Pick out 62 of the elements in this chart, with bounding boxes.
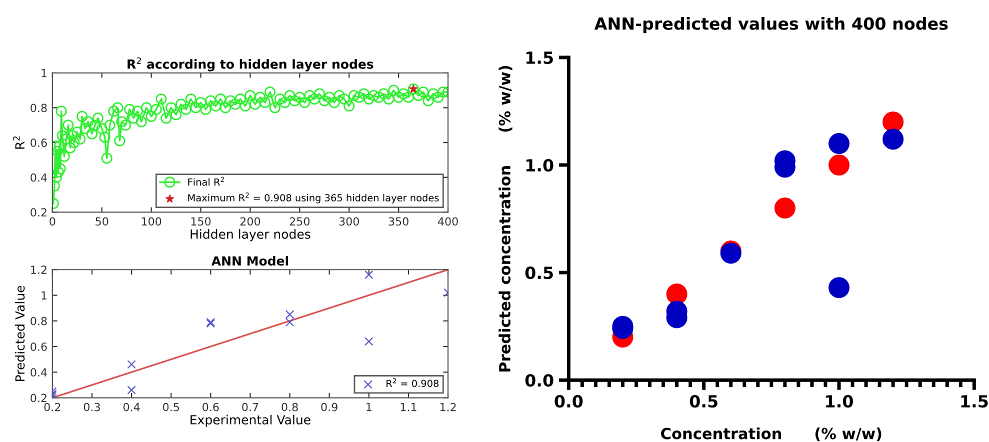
y-tick-label: 1 (42, 291, 47, 300)
x-tick-label: 0.5 (162, 402, 179, 412)
y-tick-label: 0.4 (30, 173, 47, 182)
x-tick-label: 0.0 (554, 395, 583, 408)
point (774, 198, 796, 219)
y-tick-label: 0.4 (30, 368, 47, 377)
x-tick-label: 250 (290, 217, 310, 226)
y-tick-label: 1.0 (526, 158, 554, 172)
chart-title: ANN Model (211, 256, 288, 266)
y-tick-label: 1.5 (526, 52, 553, 64)
x-tick-label: 1.1 (400, 403, 416, 412)
y-tick-label: 1 (42, 69, 47, 78)
x-axis-title: Hidden layer nodes (190, 229, 310, 242)
point (127, 360, 136, 369)
x-tick-label: 50 (96, 217, 108, 226)
y-tick-label: 0.8 (30, 316, 47, 326)
x-tick-label: 0.5 (690, 395, 718, 408)
x-tick-label: 0.6 (202, 402, 219, 412)
point (882, 111, 904, 133)
chart-title: ANN-predicted values with 400 nodes (594, 17, 948, 34)
y-axis-title: Predicted concentration (% w/w) (498, 66, 512, 372)
x-tick-label: 1 (366, 403, 372, 412)
y-axis-title: Predicted Value (15, 286, 25, 381)
chart-title: R$^{2}$ according to hidden layer nodes (128, 57, 374, 72)
x-tick-label: 200 (240, 217, 260, 226)
y-tick-label: 0.6 (30, 342, 47, 351)
point (285, 310, 294, 319)
point (828, 132, 850, 154)
y-tick-label: 0.2 (30, 208, 46, 217)
point (364, 337, 374, 346)
y-tick-label: 0.6 (30, 138, 47, 147)
x-tick-label: 1.0 (826, 395, 853, 408)
y-tick-label: 0.8 (30, 104, 47, 112)
x-tick-label: 1.5 (961, 395, 988, 408)
point (127, 386, 136, 394)
legend-label: R$^{2}$ = 0.908 (386, 378, 439, 388)
x-tick-label: 400 (438, 217, 458, 226)
x-tick-label: 1.2 (440, 402, 456, 412)
x-tick-label: 100 (142, 217, 162, 226)
x-tick-label: 0.8 (282, 402, 298, 412)
y-axis-title: R$^{2}$ (13, 136, 24, 149)
point (828, 277, 850, 298)
x-tick-label: 0 (50, 217, 56, 226)
x-tick-label: 150 (191, 217, 211, 226)
x-axis-title: Concentration (% w/w) (661, 428, 882, 442)
y-tick-label: 1.2 (31, 266, 46, 274)
point (828, 154, 850, 176)
x-tick-label: 0.7 (242, 402, 258, 412)
x-tick-label: 350 (388, 217, 408, 226)
point (364, 270, 374, 280)
x-tick-label: 300 (339, 217, 359, 226)
point (666, 284, 688, 305)
x-tick-label: 0.3 (84, 402, 100, 412)
x-tick-label: 0.4 (123, 402, 140, 412)
point (285, 318, 294, 327)
y-tick-label: 0.5 (525, 266, 553, 280)
x-tick-label: 0.9 (321, 402, 338, 412)
point (882, 128, 904, 150)
x-axis-title: Experimental Value (190, 414, 310, 427)
legend-label: Maximum R$^{2}$ = 0.908 using 365 hidden layer nodes (188, 192, 439, 204)
legend-label: Final R$^{2}$ (188, 176, 224, 186)
y-tick-label: 0.0 (525, 374, 554, 387)
